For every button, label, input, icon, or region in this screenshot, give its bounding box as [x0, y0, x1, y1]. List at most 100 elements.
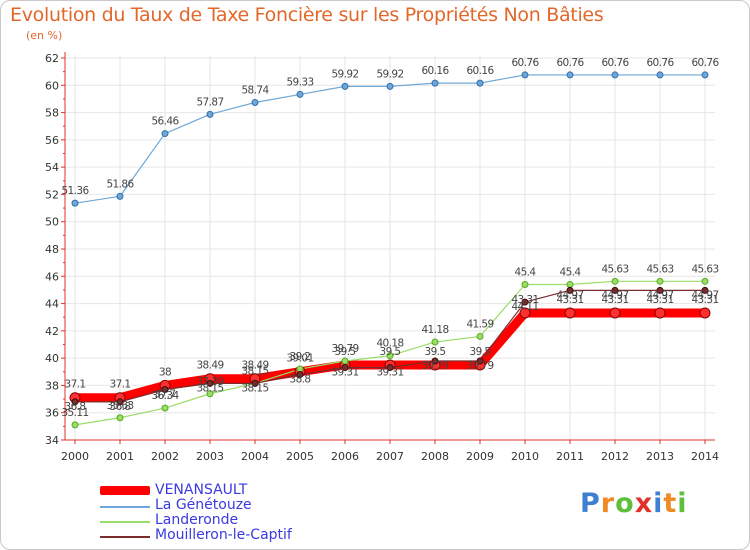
data-label: 60.16 [421, 65, 449, 77]
legend-label-landeronde: Landeronde [155, 512, 239, 528]
logo-letter: r [600, 488, 616, 519]
data-label: 57.87 [196, 96, 223, 108]
logo-letter: t [663, 488, 678, 519]
data-label: 43.31 [646, 294, 673, 306]
data-label: 44.97 [601, 289, 628, 301]
logo-letter: P [580, 488, 601, 519]
data-point [656, 71, 664, 79]
chart-title: Evolution du Taux de Taxe Foncière sur l… [10, 4, 604, 26]
data-label: 39.5 [425, 346, 446, 358]
data-point [611, 286, 619, 294]
y-tick-label: 34 [45, 434, 59, 447]
data-point [296, 90, 304, 98]
data-label: 39.2 [290, 351, 311, 363]
y-tick-label: 36 [45, 407, 59, 420]
x-tick-label: 2001 [106, 450, 134, 463]
data-point [476, 79, 484, 87]
y-tick-label: 38 [45, 379, 59, 392]
data-label: 60.76 [556, 57, 584, 69]
data-label: 44.97 [646, 289, 673, 301]
data-point [116, 414, 124, 422]
data-point [206, 110, 214, 118]
data-label: 38.8 [290, 374, 311, 386]
data-label: 37.7 [155, 389, 176, 401]
y-tick-label: 44 [45, 298, 59, 311]
data-point [71, 421, 79, 429]
data-label: 44.97 [691, 289, 718, 301]
x-tick-label: 2000 [61, 450, 89, 463]
data-label: 37.1 [110, 379, 131, 391]
proxiti-logo: Proxiti [580, 488, 688, 519]
x-tick-label: 2005 [286, 450, 314, 463]
data-label: 36.8 [110, 401, 131, 413]
data-label: 36.34 [151, 390, 179, 402]
x-tick-label: 2012 [601, 450, 629, 463]
data-label: 38.49 [196, 360, 223, 372]
legend-item-landeronde: Landeronde [100, 512, 360, 529]
data-label: 43.31 [691, 294, 718, 306]
legend-swatch-landeronde [100, 521, 150, 523]
y-tick-label: 56 [45, 134, 59, 147]
x-tick-label: 2009 [466, 450, 494, 463]
legend-item-venansault: VENANSAULT [100, 482, 360, 499]
y-tick-label: 46 [45, 270, 59, 283]
data-label: 39.01 [286, 353, 313, 365]
legend-swatch-mouilleron [100, 536, 150, 538]
data-label: 58.74 [241, 84, 269, 96]
x-tick-label: 2004 [241, 450, 269, 463]
x-tick-label: 2006 [331, 450, 359, 463]
data-label: 60.76 [511, 57, 539, 69]
x-tick-label: 2013 [646, 450, 674, 463]
data-point [476, 357, 484, 365]
data-point [161, 130, 169, 138]
y-tick-label: 40 [45, 352, 59, 365]
data-point [161, 404, 169, 412]
data-point [386, 352, 394, 360]
y-tick-label: 58 [45, 107, 59, 120]
y-tick-label: 50 [45, 216, 59, 229]
data-point [521, 298, 529, 306]
y-tick-label: 52 [45, 188, 59, 201]
y-tick-label: 54 [45, 161, 59, 174]
y-tick-label: 62 [45, 52, 59, 65]
data-label: 40.18 [376, 338, 403, 350]
data-label: 35.11 [61, 407, 88, 419]
data-label: 56.46 [151, 116, 179, 128]
x-tick-label: 2003 [196, 450, 224, 463]
data-point [611, 277, 619, 285]
data-label: 37.1 [65, 379, 86, 391]
data-label: 60.16 [466, 65, 494, 77]
data-point [521, 71, 529, 79]
data-point [431, 357, 439, 365]
data-point [431, 79, 439, 87]
data-label: 43.31 [601, 294, 628, 306]
legend-item-la-genetouze: La Génétouze [100, 497, 360, 514]
legend-label-la-genetouze: La Génétouze [155, 497, 252, 513]
data-label: 35.63 [106, 400, 133, 412]
data-point [386, 82, 394, 90]
data-label: 45.4 [560, 266, 582, 278]
x-tick-label: 2002 [151, 450, 179, 463]
data-label: 59.92 [331, 68, 358, 80]
data-label: 41.18 [421, 324, 448, 336]
data-point [699, 307, 711, 319]
data-label: 39.5 [380, 346, 401, 358]
logo-letter: x [634, 488, 654, 519]
data-point [251, 379, 259, 387]
data-point [161, 386, 169, 394]
data-point [564, 307, 576, 319]
data-label: 43.31 [511, 294, 538, 306]
x-tick-label: 2011 [556, 450, 584, 463]
data-point [341, 364, 349, 372]
data-point [521, 280, 529, 288]
data-point [206, 379, 214, 387]
data-label: 60.76 [646, 57, 674, 69]
data-point [341, 82, 349, 90]
data-point [566, 280, 574, 288]
data-label: 44.11 [511, 301, 538, 313]
data-label: 43.31 [556, 294, 583, 306]
data-label: 38.15 [241, 382, 268, 394]
data-point [701, 277, 709, 285]
data-label: 39.5 [335, 346, 356, 358]
data-point [386, 364, 394, 372]
